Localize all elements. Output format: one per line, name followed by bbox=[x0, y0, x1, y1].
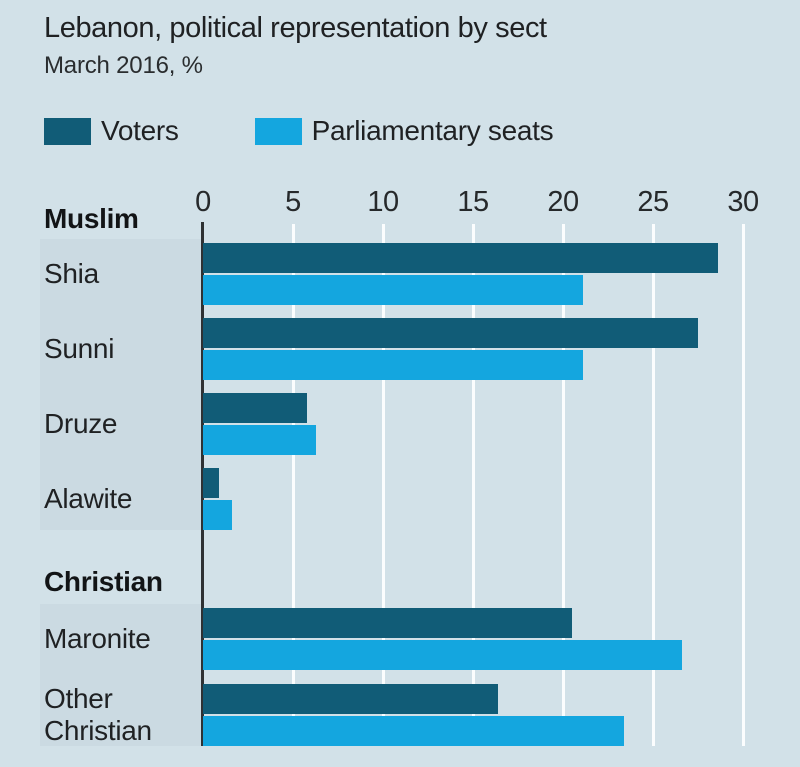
section-header-christian: Christian bbox=[44, 566, 163, 597]
gridline bbox=[472, 224, 475, 746]
bar-voters-druze bbox=[203, 393, 307, 423]
bar-seats-other-christian bbox=[203, 716, 624, 746]
seats-swatch-icon bbox=[254, 117, 302, 145]
legend: Voters Parliamentary seats bbox=[44, 114, 554, 148]
legend-item-seats: Parliamentary seats bbox=[254, 115, 554, 147]
bar-voters-sunni bbox=[203, 318, 698, 348]
row-label: Alawite bbox=[44, 483, 133, 514]
chart-subtitle: March 2016, % bbox=[44, 52, 203, 79]
voters-swatch-icon bbox=[44, 117, 91, 145]
x-tick-label: 10 bbox=[367, 186, 399, 218]
bar-voters-alawite bbox=[203, 468, 219, 498]
bar-seats-maronite bbox=[203, 640, 682, 670]
row-label: Maronite bbox=[44, 623, 151, 654]
bar-seats-alawite bbox=[203, 500, 232, 530]
x-tick-label: 30 bbox=[727, 186, 759, 218]
bar-voters-maronite bbox=[203, 608, 572, 638]
bar-voters-shia bbox=[203, 243, 718, 273]
row-label: Druze bbox=[44, 408, 118, 439]
bar-voters-other-christian bbox=[203, 684, 498, 714]
gridline bbox=[292, 224, 295, 746]
section-strip-muslim bbox=[40, 239, 204, 530]
x-tick-label: 5 bbox=[285, 186, 301, 218]
y-axis-line bbox=[201, 222, 204, 746]
x-tick-label: 15 bbox=[457, 186, 489, 218]
gridline bbox=[562, 224, 565, 746]
section-header-muslim: Muslim bbox=[44, 203, 139, 234]
gridline bbox=[652, 224, 655, 746]
bar-seats-sunni bbox=[203, 350, 583, 380]
gridline bbox=[382, 224, 385, 746]
x-tick-label: 25 bbox=[637, 186, 669, 218]
legend-label-voters: Voters bbox=[101, 115, 179, 146]
row-label: Other Christian bbox=[44, 683, 152, 746]
gridline bbox=[742, 224, 745, 746]
row-label: Shia bbox=[44, 258, 99, 289]
row-label: Sunni bbox=[44, 333, 115, 364]
x-tick-label: 0 bbox=[195, 186, 211, 218]
x-tick-label: 20 bbox=[547, 186, 579, 218]
bar-seats-druze bbox=[203, 425, 316, 455]
section-strip-christian bbox=[40, 604, 204, 746]
legend-item-voters: Voters bbox=[44, 115, 179, 147]
legend-label-seats: Parliamentary seats bbox=[311, 115, 554, 146]
chart-title: Lebanon, political representation by sec… bbox=[44, 12, 547, 44]
bar-seats-shia bbox=[203, 275, 583, 305]
